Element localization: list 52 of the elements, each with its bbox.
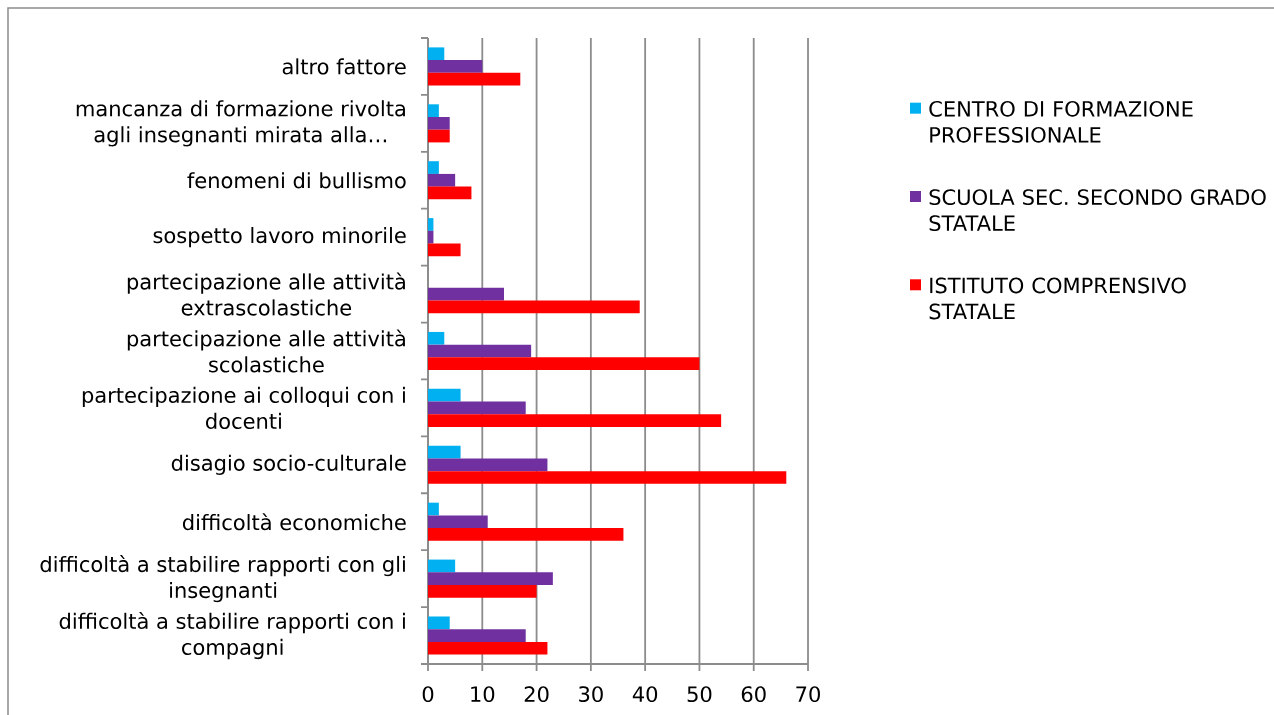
bar: [428, 559, 456, 573]
bar: [428, 300, 640, 314]
bar: [428, 243, 461, 257]
bar: [428, 104, 439, 118]
bar: [428, 331, 445, 345]
bar: [428, 629, 526, 642]
bar: [428, 458, 548, 472]
y-tick-label: difficoltà economiche: [182, 513, 406, 531]
legend-label: SCUOLA SEC. SECONDO GRADO STATALE: [929, 189, 1266, 232]
y-tick-label: sospetto lavoro minorile: [153, 227, 406, 248]
y-tick-label: difficoltà a stabilire rapporti con i compagni: [59, 611, 405, 660]
bar: [428, 572, 553, 585]
bar: [428, 186, 472, 200]
bar: [428, 117, 450, 130]
x-tick-label: 50: [687, 686, 712, 703]
bar: [428, 641, 548, 655]
y-tick-label: mancanza di formazione rivolta agli insegnanti mirata alla…: [76, 100, 405, 147]
bar: [428, 616, 450, 630]
bar: [428, 515, 488, 529]
x-tick-label: 0: [422, 686, 434, 703]
legend-label: CENTRO DI FORMAZIONE PROFESSIONALE: [929, 100, 1193, 143]
x-tick-label: 40: [632, 686, 658, 703]
bar: [428, 445, 461, 459]
bar: [428, 471, 787, 484]
bar: [428, 528, 624, 541]
bar: [428, 401, 526, 415]
x-tick-label: 30: [579, 686, 603, 703]
bar: [428, 502, 439, 516]
bar: [428, 287, 504, 301]
bar: [428, 161, 439, 174]
bar: [428, 357, 700, 371]
x-tick-label: 70: [796, 686, 820, 703]
bar: [428, 129, 450, 143]
y-tick-label: disagio socio-culturale: [171, 454, 406, 475]
bar: [428, 72, 521, 86]
legend-label: ISTITUTO COMPRENSIVO STATALE: [929, 277, 1186, 320]
bar: [428, 60, 483, 73]
bar: [428, 584, 537, 598]
x-tick-label: 20: [524, 686, 549, 703]
bar: [428, 344, 532, 358]
bar: [428, 173, 456, 187]
bar: [428, 230, 434, 244]
y-tick-label: altro fattore: [282, 58, 406, 75]
x-tick-label: 10: [471, 686, 495, 703]
bar: [428, 414, 722, 427]
bar: [428, 388, 461, 402]
bar: [428, 47, 445, 61]
y-tick-label: fenomeni di bullismo: [187, 172, 406, 189]
y-tick-label: partecipazione alle attività scolastiche: [127, 329, 405, 373]
x-tick-label: 60: [741, 686, 766, 703]
y-tick-label: partecipazione ai colloqui con i docenti: [82, 386, 405, 430]
bar: [428, 218, 434, 231]
